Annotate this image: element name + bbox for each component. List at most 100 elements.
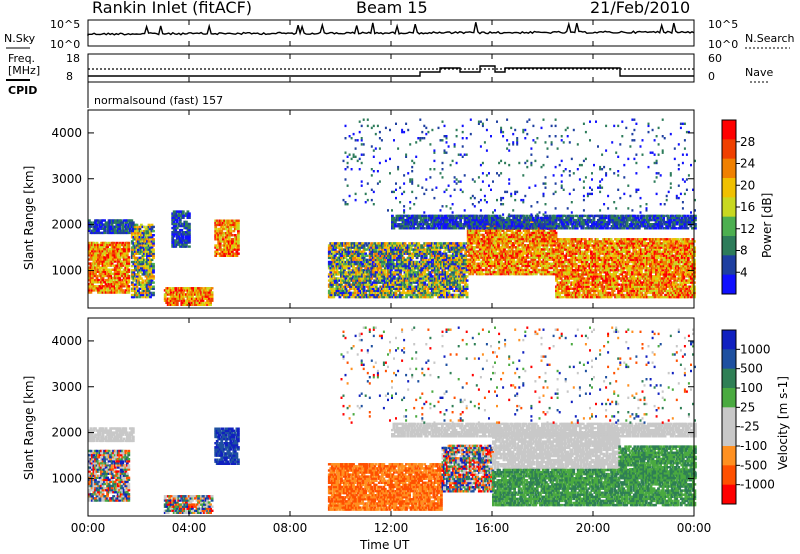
- heatmap-cell: [104, 283, 108, 286]
- heatmap-cell: [330, 275, 334, 278]
- heatmap-cell: [477, 237, 481, 241]
- heatmap-cell: [124, 241, 128, 245]
- heatmap-cell: [335, 242, 339, 245]
- heatmap-cell: [364, 271, 367, 274]
- heatmap-cell: [495, 237, 499, 241]
- heatmap-cell: [347, 291, 351, 295]
- heatmap-cell: [359, 269, 363, 272]
- heatmap-cell: [519, 268, 523, 272]
- heatmap-cell: [414, 295, 417, 299]
- heatmap-cell: [432, 252, 436, 255]
- heatmap-cell: [403, 267, 407, 270]
- heatmap-cell: [522, 229, 526, 232]
- heatmap-cell: [405, 246, 408, 249]
- heatmap-cell: [550, 235, 553, 239]
- heatmap-cell: [109, 260, 112, 263]
- heatmap-cell: [370, 267, 374, 270]
- heatmap-cell: [118, 270, 122, 273]
- heatmap-cell: [137, 267, 140, 270]
- heatmap-cell: [335, 267, 339, 270]
- heatmap-cell: [423, 262, 427, 266]
- heatmap-cell: [130, 234, 134, 237]
- heatmap-cell: [130, 246, 134, 249]
- heatmap-cell: [106, 262, 109, 265]
- heatmap-cell: [390, 248, 393, 251]
- heatmap-cell: [149, 254, 152, 257]
- heatmap-cell: [391, 271, 395, 274]
- heatmap-cell: [528, 239, 532, 243]
- heatmap-cell: [116, 219, 120, 222]
- heatmap-cell: [358, 295, 361, 299]
- heatmap-cell: [464, 279, 467, 282]
- heatmap-cell: [132, 254, 136, 257]
- heatmap-cell: [149, 275, 152, 278]
- heatmap-cell: [541, 223, 544, 226]
- heatmap-cell: [330, 256, 334, 260]
- heatmap-cell: [411, 271, 414, 274]
- heatmap-cell: [383, 291, 387, 295]
- heatmap-cell: [376, 277, 380, 280]
- heatmap-cell: [346, 242, 349, 245]
- heatmap-cell: [368, 287, 372, 290]
- heatmap-cell: [418, 287, 422, 290]
- heatmap-cell: [399, 256, 402, 260]
- heatmap-cell: [459, 254, 463, 257]
- heatmap-cell: [137, 248, 140, 251]
- heatmap-cell: [498, 262, 502, 265]
- heatmap-cell: [536, 246, 540, 249]
- heatmap-cell: [215, 221, 219, 224]
- heatmap-cell: [498, 248, 502, 251]
- heatmap-cell: [122, 291, 126, 294]
- heatmap-cell: [468, 254, 472, 257]
- heatmap-cell: [433, 291, 437, 295]
- heatmap-cell: [215, 236, 219, 239]
- heatmap-cell: [377, 267, 381, 270]
- heatmap-cell: [134, 250, 137, 253]
- heatmap-cell: [501, 242, 505, 245]
- heatmap-cell: [465, 279, 469, 282]
- heatmap-cell: [415, 295, 419, 299]
- heatmap-cell: [109, 291, 112, 294]
- heatmap-cell: [475, 235, 479, 239]
- heatmap-cell: [330, 264, 334, 268]
- heatmap-cell: [109, 274, 112, 278]
- heatmap-cell: [140, 269, 143, 272]
- heatmap-cell: [370, 287, 374, 290]
- heatmap-cell: [475, 272, 479, 276]
- heatmap-cell: [88, 221, 91, 224]
- heatmap-cell: [430, 271, 434, 274]
- heatmap-cell: [504, 270, 508, 274]
- heatmap-cell: [503, 233, 506, 237]
- heatmap-cell: [554, 235, 558, 239]
- heatmap-cell: [504, 231, 508, 235]
- heatmap-cell: [224, 221, 228, 224]
- heatmap-cell: [471, 250, 475, 253]
- heatmap-cell: [347, 271, 351, 274]
- heatmap-cell: [484, 248, 488, 251]
- heatmap-cell: [466, 250, 470, 253]
- heatmap-cell: [471, 239, 475, 243]
- heatmap-cell: [527, 268, 531, 272]
- heatmap-cell: [534, 256, 538, 259]
- heatmap-cell: [188, 301, 191, 304]
- heatmap-cell: [433, 285, 437, 288]
- heatmap-cell: [396, 248, 399, 251]
- heatmap-cell: [415, 256, 419, 260]
- heatmap-cell: [223, 227, 227, 231]
- heatmap-cell: [124, 248, 128, 251]
- heatmap-cell: [112, 272, 115, 276]
- heatmap-cell: [447, 277, 451, 280]
- heatmap-cell: [347, 264, 351, 268]
- heatmap-cell: [362, 285, 366, 288]
- heatmap-cell: [368, 291, 372, 295]
- heatmap-cell: [189, 287, 193, 290]
- heatmap-cell: [178, 295, 182, 298]
- heatmap-cell: [168, 303, 172, 306]
- heatmap-cell: [500, 239, 503, 243]
- heatmap-cell: [452, 264, 455, 268]
- heatmap-cell: [333, 289, 337, 293]
- heatmap-cell: [418, 244, 422, 247]
- heatmap-cell: [109, 231, 112, 235]
- heatmap-cell: [420, 246, 424, 249]
- heatmap-cell: [146, 227, 149, 231]
